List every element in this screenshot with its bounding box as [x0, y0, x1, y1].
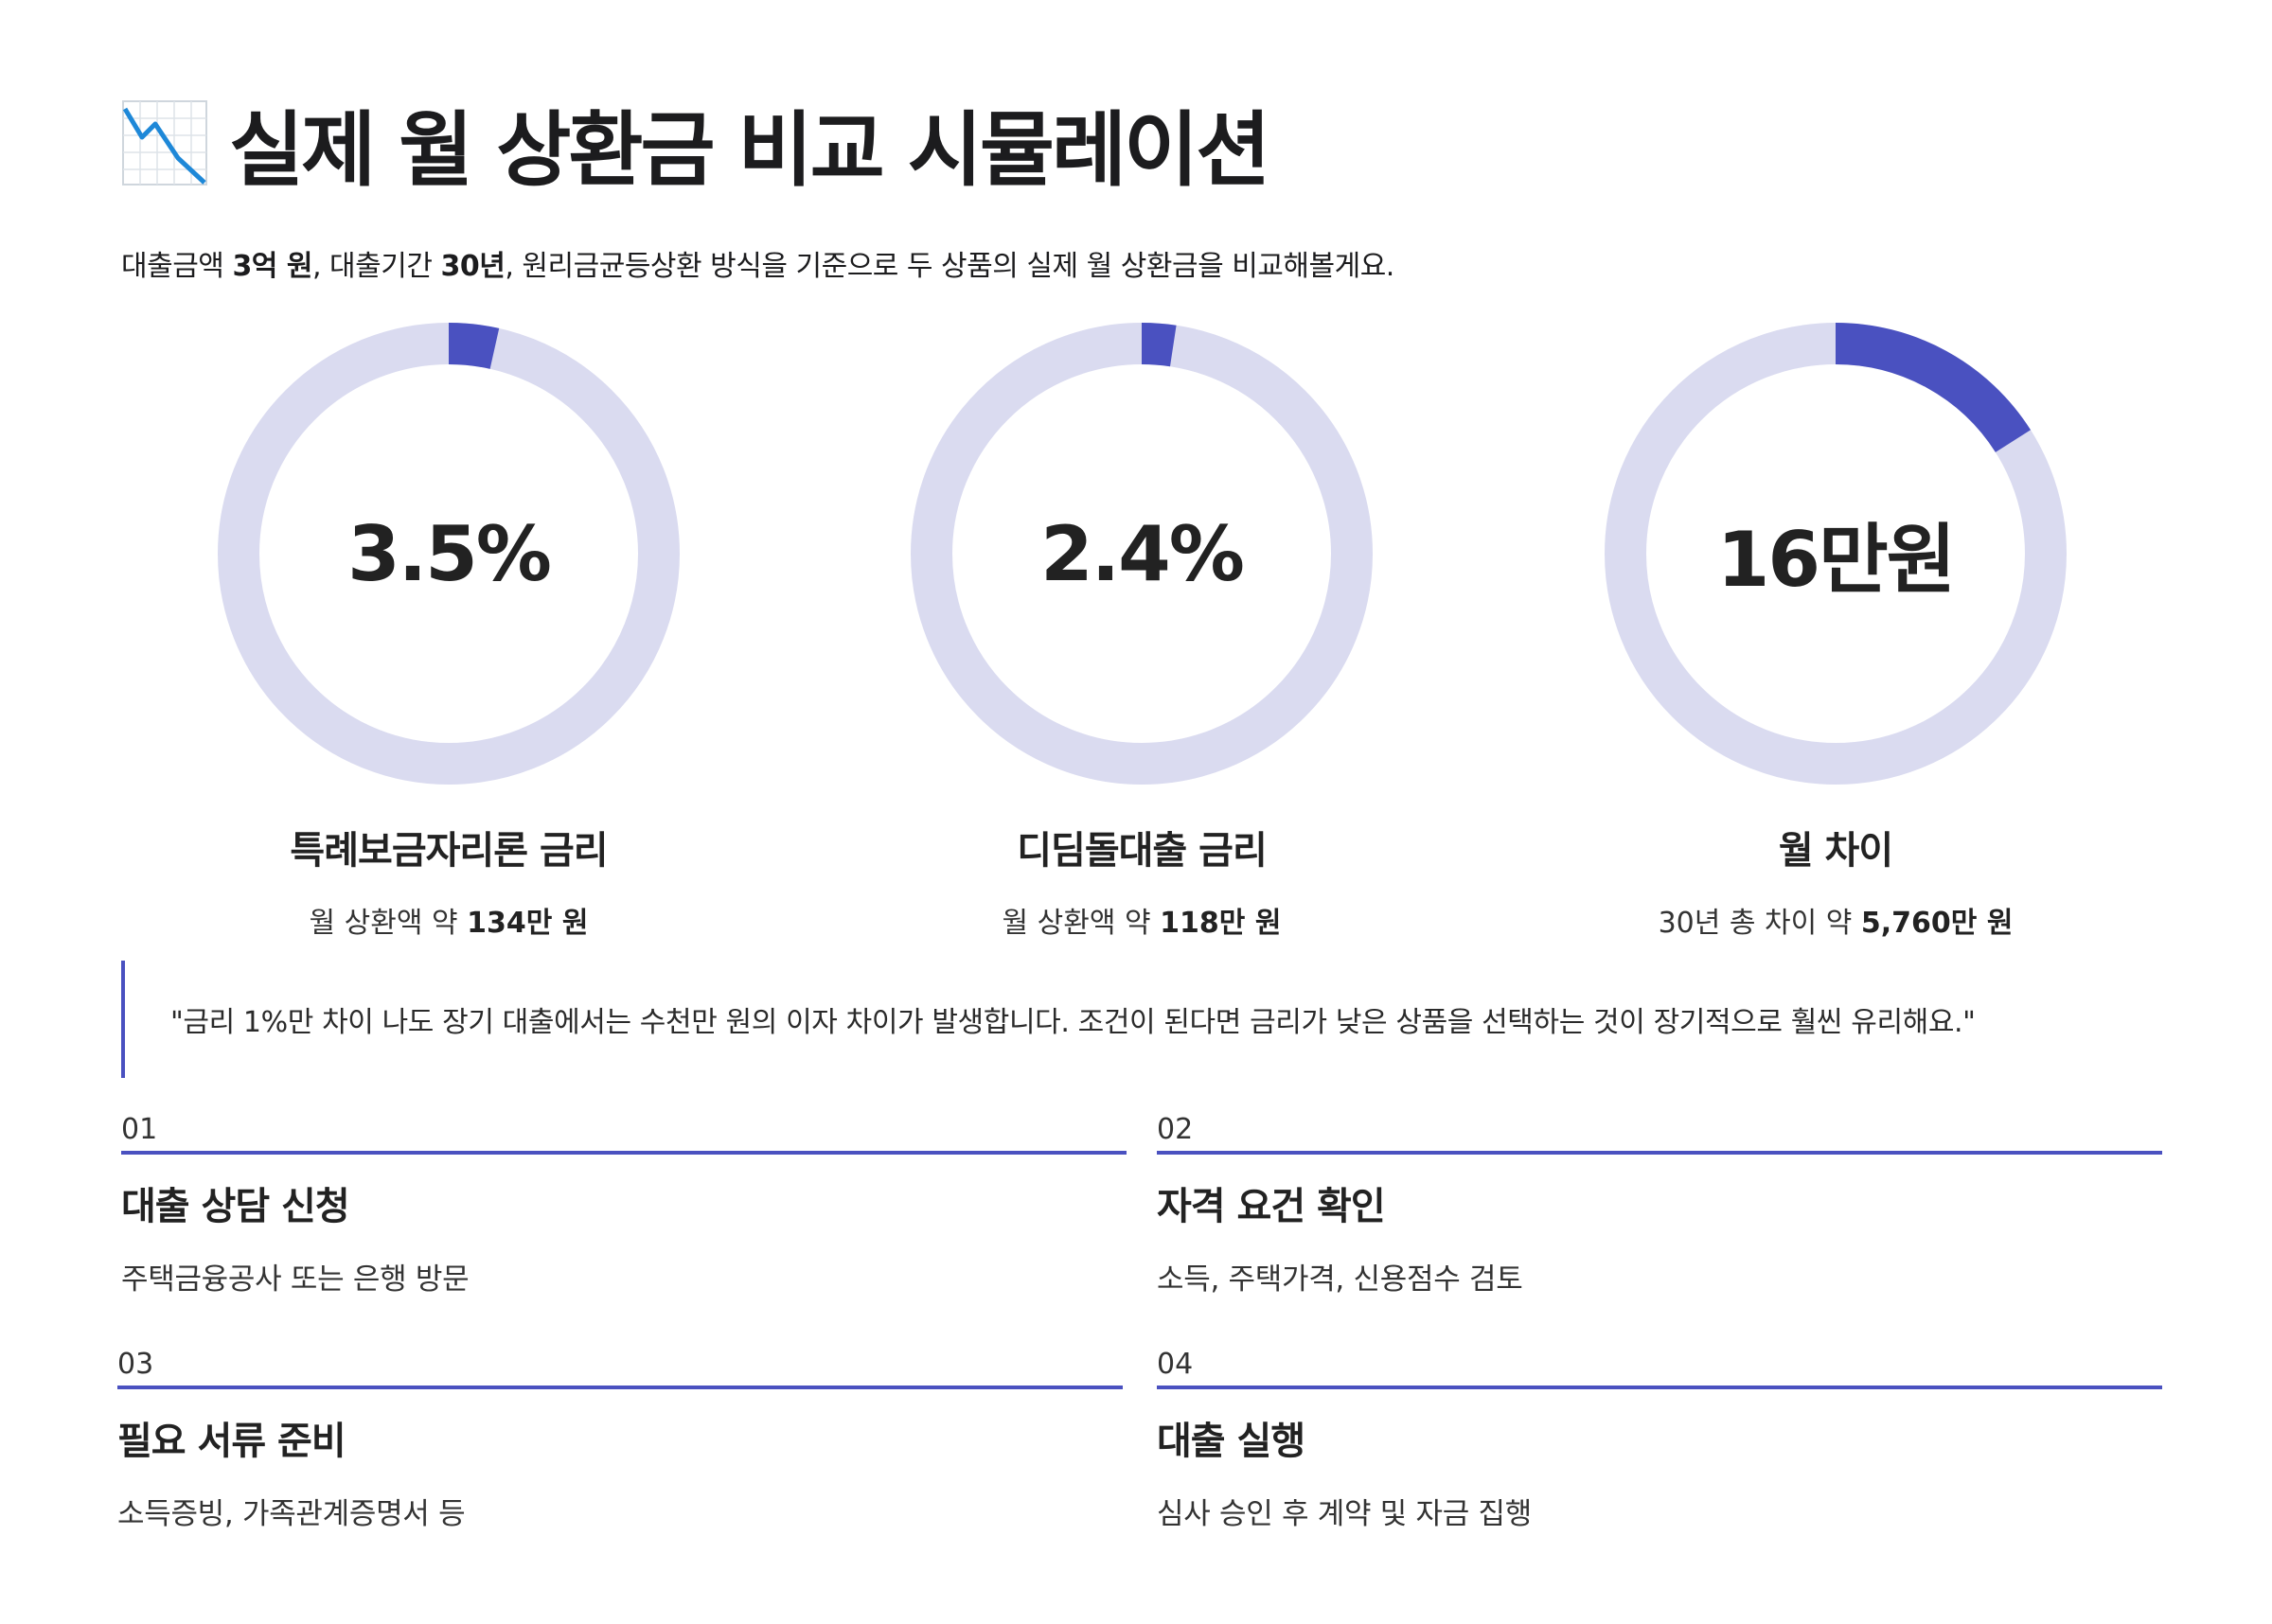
- step-divider: [1157, 1151, 2162, 1155]
- stat-label: 특례보금자리론 금리: [290, 829, 608, 873]
- donut-chart: 2.4%: [910, 322, 1374, 786]
- stat-sub: 월 상환액 약 118만 원: [877, 899, 1407, 941]
- intro-text: 대출금액 3억 원, 대출기간 30년, 원리금균등상환 방식을 기준으로 두 …: [121, 242, 1394, 284]
- donut-chart: 3.5%: [217, 322, 681, 786]
- step-divider: [117, 1386, 1123, 1389]
- stat-sub: 월 상환액 약 134만 원: [184, 899, 714, 941]
- donut-arc: [1605, 323, 2067, 785]
- loan-term: 30년: [440, 250, 506, 283]
- stat-special-bogeumjari: 3.5% 특례보금자리론 금리 월 상환액 약 134만 원: [184, 322, 714, 941]
- step-title: 자격 요건 확인: [1157, 1185, 1386, 1228]
- step-number: 04: [1157, 1348, 1194, 1381]
- stat-sub-prefix: 월 상환액 약: [309, 907, 468, 940]
- step-number: 02: [1157, 1113, 1194, 1146]
- donut-arc: [218, 323, 680, 785]
- stat-value: 3.5%: [347, 509, 552, 598]
- intro-part: , 대출기간: [311, 250, 441, 283]
- stat-value: 16만원: [1716, 516, 1957, 604]
- page-title: 실제 월 상환금 비교 시뮬레이션: [121, 83, 1270, 202]
- quote-block: "금리 1%만 차이 나도 장기 대출에서는 수천만 원의 이자 차이가 발생합…: [121, 961, 2166, 1078]
- step-2: 02 자격 요건 확인 소득, 주택가격, 신용점수 검토: [1157, 1109, 2162, 1297]
- step-description: 심사 승인 후 계약 및 자금 집행: [1157, 1497, 1532, 1531]
- step-3: 03 필요 서류 준비 소득증빙, 가족관계증명서 등: [117, 1344, 1123, 1532]
- step-title: 대출 상담 신청: [121, 1185, 350, 1228]
- stat-sub-strong: 118만 원: [1160, 907, 1282, 940]
- stat-sub-prefix: 30년 총 차이 약: [1658, 907, 1861, 940]
- stat-label: 월 차이: [1778, 829, 1893, 873]
- quote-text: "금리 1%만 차이 나도 장기 대출에서는 수천만 원의 이자 차이가 발생합…: [170, 1006, 1976, 1039]
- donut-ring: [218, 323, 680, 785]
- intro-part: 대출금액: [121, 250, 233, 283]
- donut-arc: [911, 323, 1373, 785]
- intro-part: , 원리금균등상환 방식을 기준으로 두 상품의 실제 월 상환금을 비교해볼게…: [505, 250, 1394, 283]
- stat-sub-strong: 134만 원: [467, 907, 589, 940]
- step-description: 소득증빙, 가족관계증명서 등: [117, 1497, 466, 1531]
- page-title-text: 실제 월 상환금 비교 시뮬레이션: [229, 103, 1270, 198]
- stat-label: 디딤돌대출 금리: [1017, 829, 1268, 873]
- stat-sub: 30년 총 차이 약 5,760만 원: [1571, 899, 2101, 941]
- step-divider: [121, 1151, 1127, 1155]
- loan-amount: 3억 원: [232, 250, 312, 283]
- stat-sub-strong: 5,760만 원: [1860, 907, 2014, 940]
- step-divider: [1157, 1386, 2162, 1389]
- step-number: 01: [121, 1113, 158, 1146]
- step-title: 필요 서류 준비: [117, 1420, 346, 1463]
- stat-didimdol: 2.4% 디딤돌대출 금리 월 상환액 약 118만 원: [877, 322, 1407, 941]
- step-description: 소득, 주택가격, 신용점수 검토: [1157, 1262, 1523, 1297]
- step-number: 03: [117, 1348, 154, 1381]
- donut-chart: 16만원: [1604, 322, 2068, 786]
- step-1: 01 대출 상담 신청 주택금융공사 또는 은행 방문: [121, 1109, 1127, 1297]
- stat-monthly-difference: 16만원 월 차이 30년 총 차이 약 5,760만 원: [1571, 322, 2101, 941]
- step-description: 주택금융공사 또는 은행 방문: [121, 1262, 470, 1297]
- stat-sub-prefix: 월 상환액 약: [1002, 907, 1161, 940]
- step-title: 대출 실행: [1157, 1420, 1305, 1463]
- step-4: 04 대출 실행 심사 승인 후 계약 및 자금 집행: [1157, 1344, 2162, 1532]
- donut-ring: [911, 323, 1373, 785]
- chart-decreasing-icon: [122, 99, 207, 185]
- stat-value: 2.4%: [1040, 509, 1245, 598]
- donut-ring: [1605, 323, 2067, 785]
